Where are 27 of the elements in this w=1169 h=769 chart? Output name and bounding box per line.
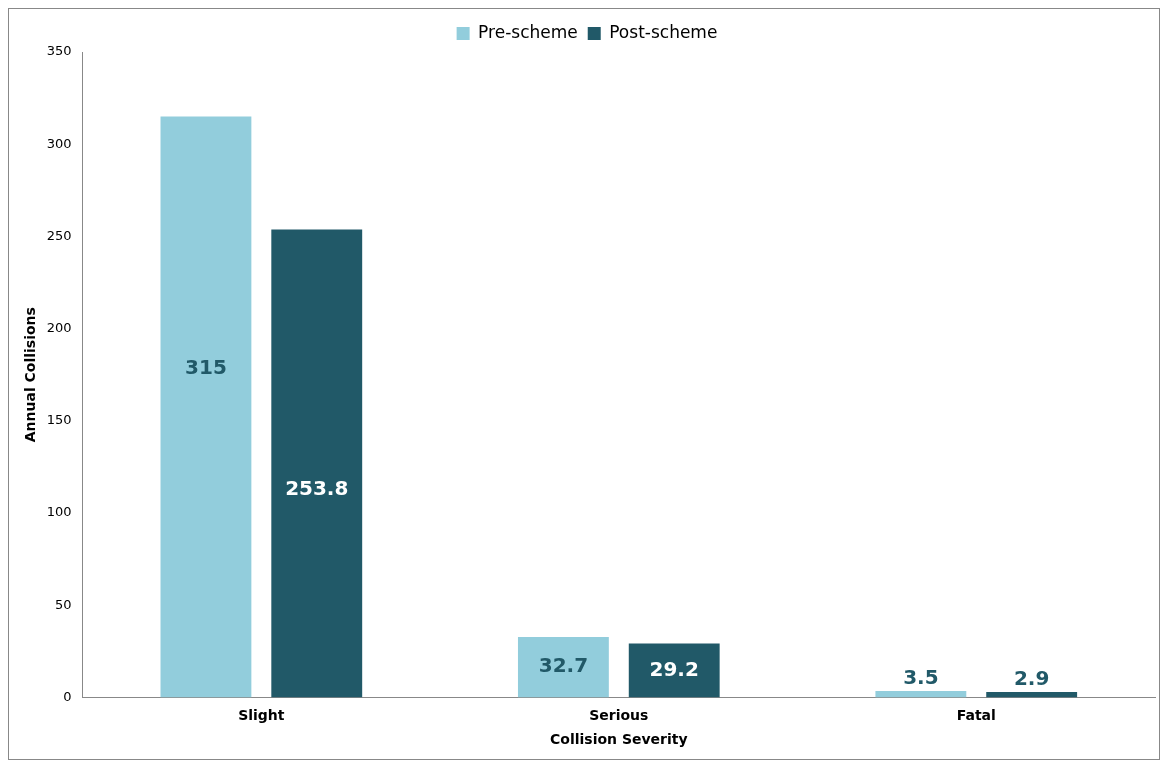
y-axis-title: Annual Collisions (22, 307, 39, 443)
x-tick-label: Fatal (956, 707, 996, 724)
bar (986, 692, 1078, 698)
data-label: 2.9 (1013, 666, 1050, 691)
data-label: 32.7 (538, 653, 589, 678)
x-tick-label: Slight (238, 707, 285, 724)
y-tick-label: 350 (46, 43, 72, 59)
y-tick-label: 100 (46, 504, 72, 520)
y-tick-label: 150 (46, 412, 72, 428)
bar (160, 116, 252, 698)
y-tick-label: 250 (46, 227, 72, 243)
bar (875, 690, 967, 698)
bar (628, 643, 720, 698)
y-tick-label: 50 (55, 596, 72, 612)
legend-label: Pre-scheme (478, 21, 578, 42)
bar (517, 637, 609, 698)
data-label: 29.2 (649, 656, 699, 681)
x-axis-title: Collision Severity (550, 731, 688, 748)
x-tick-label: Serious (589, 707, 649, 724)
y-tick-label: 300 (46, 135, 72, 151)
y-tick-label: 0 (63, 688, 72, 704)
data-label: 253.8 (285, 475, 349, 500)
data-label: 3.5 (903, 665, 939, 690)
bar (271, 229, 363, 698)
y-tick-label: 200 (46, 319, 72, 335)
data-label: 315 (185, 355, 227, 380)
legend-label: Post-scheme (609, 21, 718, 42)
